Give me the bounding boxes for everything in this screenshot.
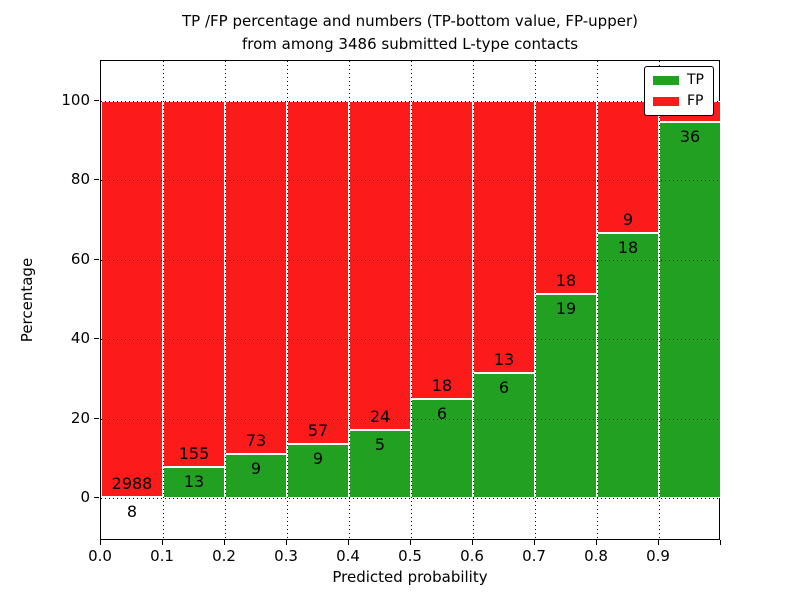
chart-title: TP /FP percentage and numbers (TP-bottom… [100, 10, 720, 56]
fp-bar-segment [349, 101, 411, 430]
x-tick-mark [100, 540, 101, 545]
tp-bar-segment [473, 372, 535, 498]
x-axis-label: Predicted probability [332, 568, 488, 586]
tp-legend-swatch [653, 76, 679, 85]
fp-bar-segment [163, 101, 225, 468]
x-tick-mark [348, 540, 349, 545]
gridline-vertical [659, 61, 660, 539]
tp-bar-segment [597, 233, 659, 498]
gridline-vertical [349, 61, 350, 539]
plot-area: 2988 8 155 13 73 9 57 9 24 5 18 6 13 6 18 19 9 18 36 [100, 60, 721, 540]
x-tick-label: 0.4 [336, 547, 360, 565]
y-tick-label: 40 [70, 329, 90, 348]
fp-bar-segment [597, 101, 659, 234]
y-tick-mark [94, 417, 99, 419]
tp-bar-segment [349, 429, 411, 498]
gridline-horizontal [101, 498, 719, 499]
x-tick-label: 0.5 [398, 547, 422, 565]
tp-bar-segment [163, 467, 225, 498]
gridline-horizontal [101, 339, 719, 341]
x-tick-label: 0.8 [584, 547, 608, 565]
fp-bar-segment [101, 101, 163, 497]
x-tick-mark [658, 540, 659, 545]
y-tick-mark [94, 100, 99, 101]
tp-count-label: 18 [617, 238, 639, 258]
gridline-vertical [473, 61, 474, 539]
legend-item: FP [653, 94, 704, 109]
tp-count-label: 19 [555, 299, 577, 319]
fp-bar-segment [225, 101, 287, 455]
x-tick-mark [286, 540, 287, 545]
tp-count-label: 36 [679, 126, 701, 146]
x-tick-mark [720, 540, 721, 545]
x-tick-label: 0.9 [646, 547, 670, 565]
x-tick-mark [596, 540, 597, 545]
y-tick-mark [94, 258, 99, 260]
y-tick-mark [94, 179, 99, 181]
x-tick-mark [410, 540, 411, 545]
y-tick-label: 0 [80, 488, 90, 506]
fp-bar-segment [535, 101, 597, 295]
y-tick-label: 60 [70, 249, 90, 268]
gridline-vertical [597, 61, 598, 539]
fp-bar-segment [411, 101, 473, 399]
fp-count-label: 2988 [111, 473, 153, 493]
x-tick-mark [224, 540, 225, 545]
gridline-horizontal [101, 418, 719, 420]
x-tick-mark [534, 540, 535, 545]
x-tick-label: 0.1 [150, 547, 174, 565]
tp-count-label: 9 [250, 459, 262, 479]
fp-bar-segment [473, 101, 535, 373]
x-tick-label: 0.3 [274, 547, 298, 565]
gridline-vertical [163, 61, 164, 539]
y-tick-mark [94, 497, 99, 498]
gridline-vertical [535, 61, 536, 539]
fp-count-label: 73 [245, 431, 267, 451]
tp-bar-segment [535, 294, 597, 498]
x-tick-label: 0.2 [212, 547, 236, 565]
tp-count-label: 5 [374, 434, 386, 454]
gridline-horizontal [101, 180, 719, 182]
y-tick-mark [94, 338, 99, 340]
x-tick-mark [472, 540, 473, 545]
x-tick-label: 0.6 [460, 547, 484, 565]
y-tick-label: 20 [70, 408, 90, 427]
legend-item: TP [653, 73, 704, 88]
fp-bar-segment [287, 101, 349, 444]
gridline-horizontal [101, 101, 719, 102]
tp-count-label: 6 [498, 377, 510, 397]
fp-count-label: 13 [493, 349, 515, 369]
fp-legend-swatch [653, 97, 679, 106]
fp-count-label: 24 [369, 406, 391, 426]
x-tick-mark [162, 540, 163, 545]
chart-title-line1: TP /FP percentage and numbers (TP-bottom… [182, 12, 638, 30]
chart-title-line2: from among 3486 submitted L-type contact… [241, 35, 579, 53]
x-tick-label: 0.0 [88, 547, 112, 565]
tp-count-label: 8 [126, 501, 138, 521]
fp-count-label: 9 [622, 210, 634, 230]
tp-bar-segment [287, 443, 349, 498]
fp-count-label: 18 [555, 271, 577, 291]
legend-label: FP [687, 93, 704, 109]
tp-count-label: 9 [312, 448, 324, 468]
y-tick-label: 80 [70, 170, 90, 189]
fp-count-label: 57 [307, 420, 329, 440]
y-tick-label: 100 [61, 91, 90, 109]
gridline-horizontal [101, 259, 719, 261]
legend-label: TP [687, 72, 704, 88]
tp-count-label: 13 [183, 472, 205, 492]
x-tick-label: 0.7 [522, 547, 546, 565]
tp-bar-segment [659, 121, 721, 498]
fp-count-label: 155 [178, 444, 210, 464]
gridline-vertical [411, 61, 412, 539]
fp-count-label: 18 [431, 375, 453, 395]
tp-count-label: 6 [436, 403, 448, 423]
gridline-vertical [225, 61, 226, 539]
legend: TP FP [644, 66, 714, 116]
gridline-vertical [287, 61, 288, 539]
